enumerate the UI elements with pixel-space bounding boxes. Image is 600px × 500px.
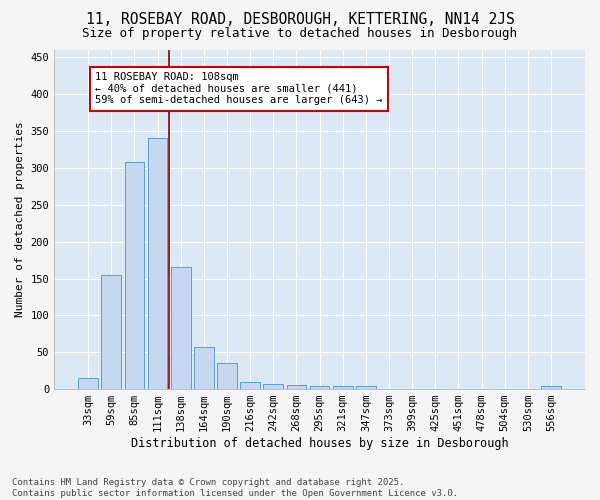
Text: 11, ROSEBAY ROAD, DESBOROUGH, KETTERING, NN14 2JS: 11, ROSEBAY ROAD, DESBOROUGH, KETTERING,…: [86, 12, 514, 28]
Bar: [125, 162, 144, 389]
Bar: [171, 268, 191, 389]
Bar: [78, 378, 98, 389]
X-axis label: Distribution of detached houses by size in Desborough: Distribution of detached houses by size …: [131, 437, 508, 450]
Bar: [194, 347, 214, 389]
Bar: [241, 382, 260, 389]
Y-axis label: Number of detached properties: Number of detached properties: [15, 122, 25, 318]
Bar: [148, 138, 167, 389]
Text: 11 ROSEBAY ROAD: 108sqm
← 40% of detached houses are smaller (441)
59% of semi-d: 11 ROSEBAY ROAD: 108sqm ← 40% of detache…: [95, 72, 383, 106]
Bar: [333, 386, 353, 389]
Bar: [101, 275, 121, 389]
Text: Size of property relative to detached houses in Desborough: Size of property relative to detached ho…: [83, 28, 517, 40]
Text: Contains HM Land Registry data © Crown copyright and database right 2025.
Contai: Contains HM Land Registry data © Crown c…: [12, 478, 458, 498]
Bar: [217, 364, 237, 389]
Bar: [310, 386, 329, 389]
Bar: [541, 386, 561, 389]
Bar: [356, 386, 376, 389]
Bar: [263, 384, 283, 389]
Bar: [287, 386, 306, 389]
